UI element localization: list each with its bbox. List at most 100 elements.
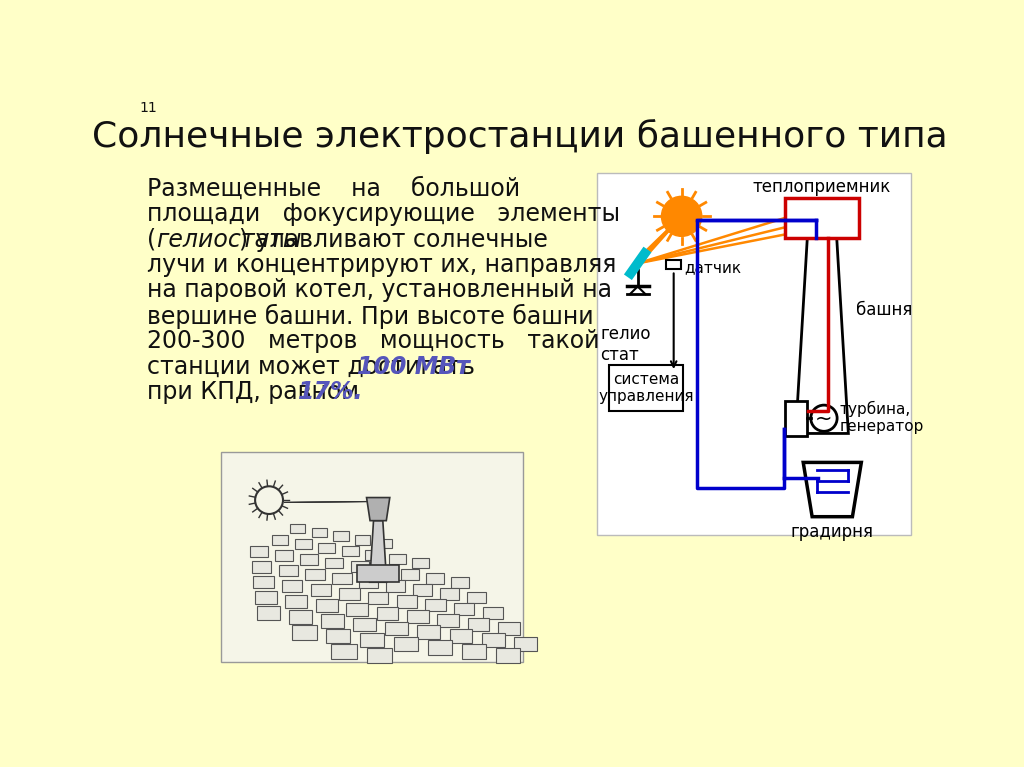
Bar bbox=[401, 569, 419, 580]
Bar bbox=[252, 561, 270, 573]
Bar bbox=[437, 614, 459, 627]
Bar bbox=[353, 617, 376, 631]
Text: система
управления: система управления bbox=[598, 371, 694, 404]
Bar bbox=[394, 637, 418, 651]
Bar bbox=[666, 260, 681, 269]
Text: при КПД, равном: при КПД, равном bbox=[147, 380, 367, 404]
Bar bbox=[342, 546, 358, 556]
Bar bbox=[413, 558, 429, 568]
Bar bbox=[305, 569, 325, 581]
Bar bbox=[356, 565, 399, 582]
Bar bbox=[385, 621, 409, 635]
Bar bbox=[467, 592, 486, 604]
Bar bbox=[426, 573, 444, 584]
Polygon shape bbox=[803, 463, 861, 517]
Bar bbox=[310, 584, 331, 596]
Bar bbox=[428, 640, 452, 655]
Circle shape bbox=[811, 405, 838, 431]
Bar bbox=[315, 599, 338, 612]
Bar bbox=[454, 603, 474, 615]
Bar bbox=[481, 634, 505, 647]
Bar bbox=[286, 595, 307, 608]
Text: теплоприемник: теплоприемник bbox=[753, 177, 891, 196]
Bar bbox=[366, 550, 382, 560]
Bar bbox=[367, 648, 392, 663]
Text: Солнечные электростанции башенного типа: Солнечные электростанции башенного типа bbox=[91, 119, 947, 154]
Circle shape bbox=[662, 196, 701, 236]
Bar bbox=[295, 538, 311, 548]
Bar bbox=[275, 550, 293, 561]
Bar bbox=[360, 633, 384, 647]
Bar bbox=[255, 591, 276, 604]
Text: 200-300   метров   мощность   такой: 200-300 метров мощность такой bbox=[147, 329, 600, 353]
Bar bbox=[333, 573, 351, 584]
Polygon shape bbox=[370, 521, 387, 582]
Text: башня: башня bbox=[856, 301, 912, 319]
Bar bbox=[609, 364, 683, 411]
Bar bbox=[332, 644, 357, 659]
Bar bbox=[389, 555, 406, 565]
Bar bbox=[300, 554, 318, 565]
Text: ) улавливают солнечные: ) улавливают солнечные bbox=[239, 228, 548, 252]
Bar bbox=[282, 580, 302, 592]
Bar bbox=[271, 535, 289, 545]
Bar bbox=[514, 637, 537, 650]
Text: ~: ~ bbox=[815, 409, 833, 429]
Text: (: ( bbox=[147, 228, 157, 252]
Text: станции может достигать: станции может достигать bbox=[147, 354, 482, 379]
Bar bbox=[377, 607, 398, 620]
Bar bbox=[468, 618, 489, 631]
Bar bbox=[425, 599, 445, 611]
Bar bbox=[318, 542, 335, 552]
Bar bbox=[785, 401, 807, 436]
Text: лучи и концентрируют их, направляя: лучи и концентрируют их, направляя bbox=[147, 253, 616, 277]
Bar bbox=[311, 528, 327, 537]
Bar bbox=[333, 532, 349, 541]
Bar bbox=[498, 622, 520, 635]
Polygon shape bbox=[367, 498, 390, 521]
Bar bbox=[452, 577, 469, 588]
Bar bbox=[377, 539, 392, 548]
Bar bbox=[376, 565, 394, 576]
Polygon shape bbox=[796, 239, 848, 433]
Bar bbox=[253, 576, 273, 588]
Bar bbox=[396, 595, 417, 607]
Bar bbox=[450, 629, 472, 643]
Text: вершине башни. При высоте башни: вершине башни. При высоте башни bbox=[147, 304, 594, 329]
Bar bbox=[290, 524, 305, 533]
Bar bbox=[462, 644, 485, 659]
Bar bbox=[413, 584, 432, 596]
Text: Размещенные    на    большой: Размещенные на большой bbox=[147, 176, 520, 201]
Text: 100 МВт: 100 МВт bbox=[357, 354, 470, 379]
Bar bbox=[496, 648, 520, 663]
Bar bbox=[293, 625, 316, 640]
Text: гелиостаты: гелиостаты bbox=[156, 228, 301, 252]
Bar bbox=[368, 591, 388, 604]
Bar bbox=[221, 453, 523, 662]
Bar bbox=[597, 173, 910, 535]
Bar bbox=[289, 610, 312, 624]
Bar bbox=[482, 607, 503, 619]
Bar bbox=[326, 558, 343, 568]
Bar bbox=[279, 565, 298, 577]
Bar bbox=[257, 606, 280, 620]
Bar bbox=[386, 581, 406, 592]
Bar bbox=[440, 588, 459, 600]
Bar bbox=[339, 588, 359, 600]
Bar bbox=[418, 625, 440, 639]
Bar bbox=[327, 629, 350, 644]
Bar bbox=[355, 535, 371, 545]
Text: на паровой котел, установленный на: на паровой котел, установленный на bbox=[147, 278, 612, 302]
Text: датчик: датчик bbox=[684, 260, 741, 275]
Text: гелио
стат: гелио стат bbox=[600, 325, 650, 364]
Bar bbox=[785, 198, 859, 239]
Bar bbox=[407, 611, 429, 624]
Bar bbox=[346, 603, 368, 616]
Bar bbox=[322, 614, 344, 627]
Text: градирня: градирня bbox=[791, 523, 873, 541]
Bar bbox=[359, 577, 379, 588]
Text: 11: 11 bbox=[139, 101, 158, 115]
Bar bbox=[350, 561, 369, 572]
Bar bbox=[250, 546, 268, 557]
Text: 17%.: 17%. bbox=[298, 380, 364, 404]
